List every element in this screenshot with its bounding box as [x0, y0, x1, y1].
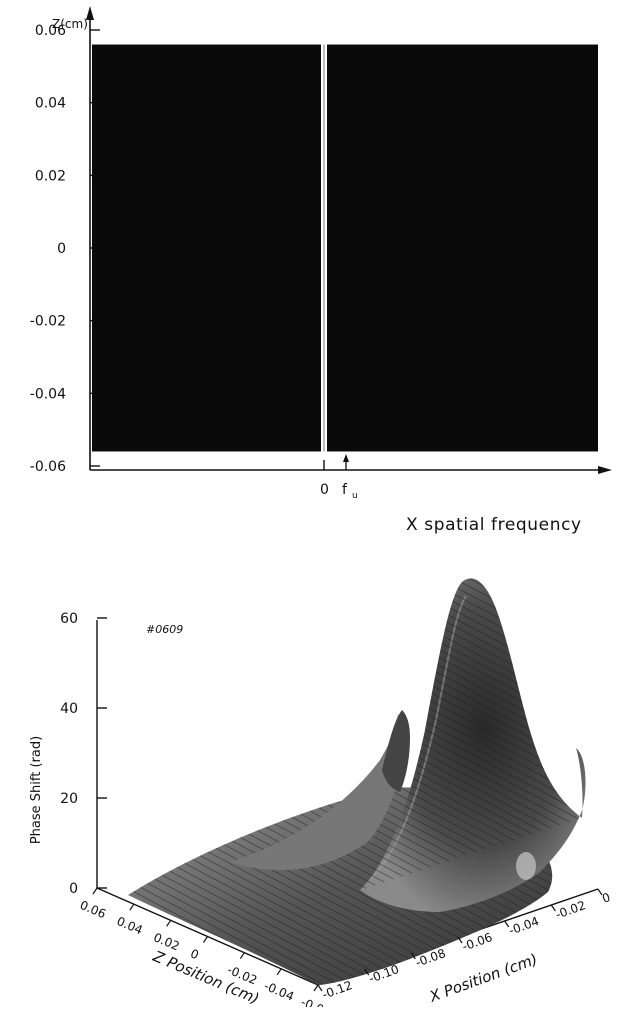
top-x-axis-label: X spatial frequency	[406, 515, 582, 535]
main-peak-mesh	[360, 578, 582, 890]
z-position-tick-label: 0.06	[78, 898, 108, 921]
phase-surface-panel: 0 20 40 60 Phase Shift (rad) #0609 0.06 0.04…	[29, 578, 612, 1011]
peak-base-highlight	[516, 852, 536, 880]
phase-tick-label: 60	[60, 611, 78, 627]
secondary-ridge	[230, 714, 404, 871]
top-y-tick-label: 0.04	[35, 96, 66, 112]
phase-tick-label: 0	[69, 881, 78, 897]
top-y-tick-label: -0.04	[30, 386, 66, 402]
z-position-tick	[203, 936, 208, 943]
x-position-tick	[597, 888, 603, 896]
x-position-tick	[364, 968, 370, 976]
secondary-peak	[382, 710, 410, 792]
z-position-tick	[239, 952, 245, 959]
spectrum-fill-left	[92, 44, 321, 452]
top-x-axis-arrow	[598, 466, 612, 474]
phase-axis-label: Phase Shift (rad)	[29, 736, 44, 844]
z-position-tick	[276, 968, 282, 976]
fu-label: f	[342, 482, 348, 498]
bottom-plot-id: #0609	[146, 623, 183, 636]
z-position-tick	[129, 903, 135, 911]
spectrum-fill-right	[327, 44, 598, 452]
z-position-tick-label: -0.04	[262, 979, 296, 1004]
z-position-tick	[313, 984, 319, 992]
x-position-tick-label: -0.04	[507, 914, 541, 938]
phase-ticks: 0 20 40 60	[60, 611, 107, 897]
top-y-axis-arrow	[86, 6, 94, 20]
z-position-tick-label: 0	[188, 946, 201, 962]
spectrum-panel: Z(cm) #0609 0.060.040.020-0.02-0.04-0.06…	[30, 6, 612, 535]
top-y-tick-label: -0.02	[30, 314, 66, 330]
z-position-tick	[166, 920, 172, 927]
phase-tick-label: 20	[60, 791, 78, 807]
z-position-tick	[92, 887, 98, 895]
x-position-tick-label: 0	[600, 890, 612, 906]
top-y-tick-label: 0.02	[35, 168, 66, 184]
top-x-tick-label-0: 0	[320, 482, 329, 498]
top-y-tick-label: 0	[57, 241, 66, 257]
x-position-tick	[550, 904, 556, 912]
x-position-tick	[317, 984, 323, 992]
fu-arrow-head	[343, 454, 349, 462]
top-y-tick-label: 0.06	[35, 23, 66, 39]
x-position-tick	[457, 936, 463, 944]
x-position-tick-label: -0.02	[554, 898, 588, 922]
top-y-axis-label: Z(cm)	[52, 17, 88, 31]
z-position-tick-label: 0.04	[115, 914, 145, 937]
x-position-tick	[504, 920, 510, 928]
top-y-tick-label: -0.06	[30, 459, 66, 475]
phase-tick-label: 40	[60, 701, 78, 717]
x-position-tick	[410, 952, 416, 960]
fu-label-subscript: u	[352, 491, 358, 501]
